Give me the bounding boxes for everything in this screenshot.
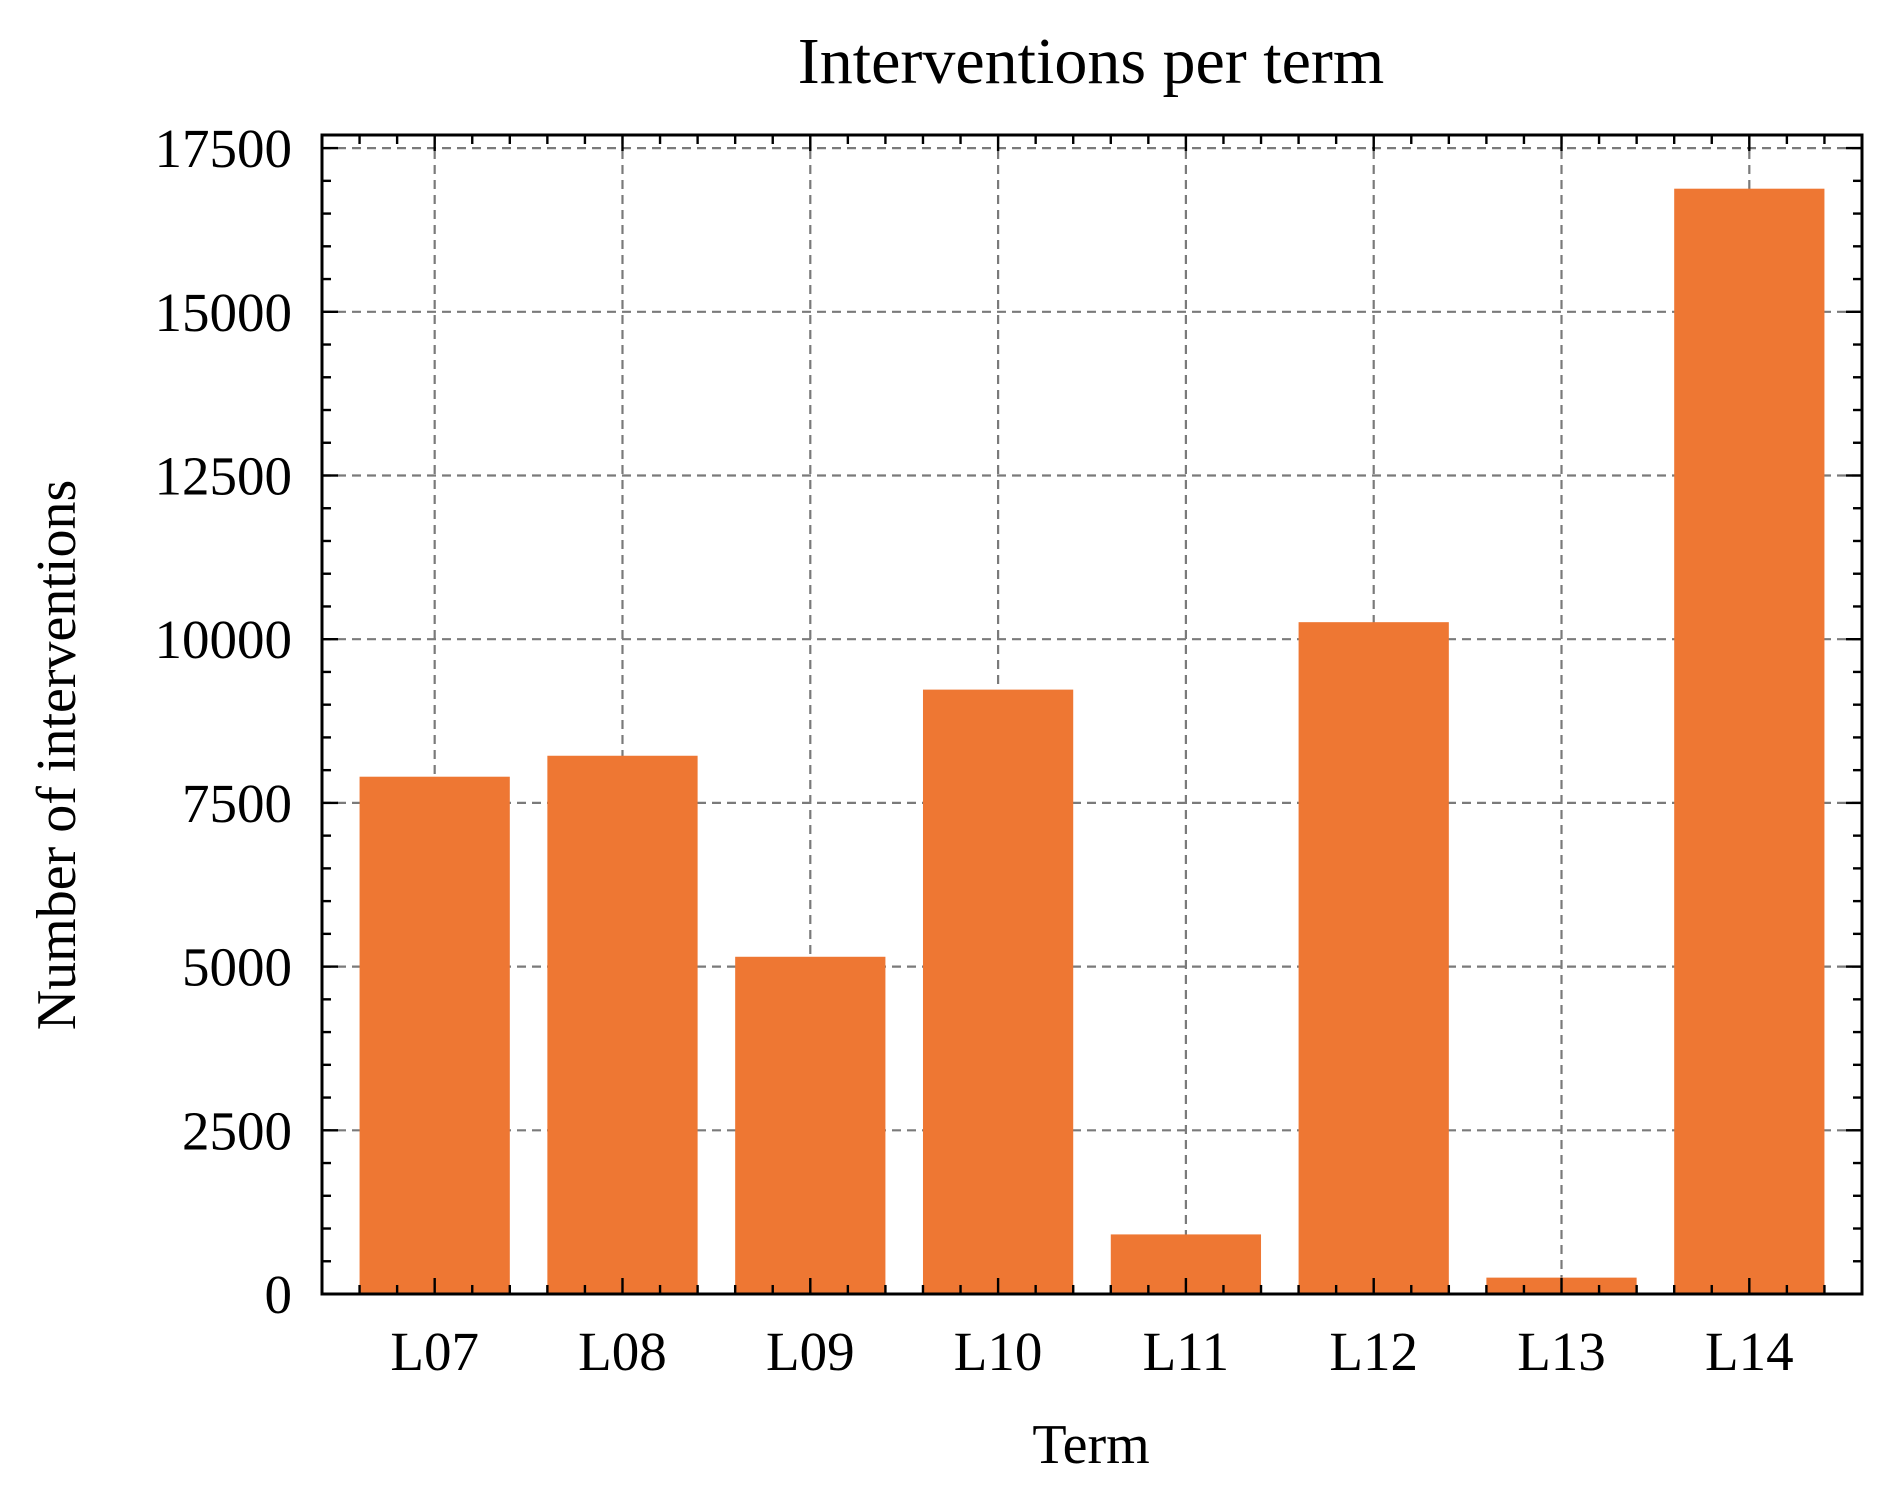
bar-l14 [1674,188,1825,1294]
bars [359,188,1825,1294]
bar-l07 [359,776,510,1294]
bar-l08 [547,755,698,1294]
y-tick-label: 15000 [155,282,293,343]
y-tick-label: 10000 [155,609,293,670]
y-axis-label: Number of interventions [26,480,88,1031]
bar-l12 [1298,622,1449,1294]
y-tick-label: 0 [265,1264,293,1325]
chart-title: Interventions per term [798,25,1384,98]
bar-l09 [735,956,886,1294]
bar-l10 [922,689,1074,1294]
x-tick-label: L12 [1329,1321,1418,1382]
x-tick-label: L07 [390,1321,479,1382]
x-tick-label: L11 [1143,1321,1230,1382]
y-tick-labels: 0 2500 5000 7500 10000 12500 15000 17500 [155,118,293,1325]
y-tick-label: 17500 [155,118,293,179]
x-axis-label: Term [1032,1414,1149,1476]
y-tick-label: 12500 [155,445,293,506]
x-tick-label: L14 [1705,1321,1794,1382]
plot-frame [320,133,1864,1296]
x-tick-label: L09 [766,1321,855,1382]
x-tick-labels: L07 L08 L09 L10 L11 L12 L13 L14 [390,1321,1793,1382]
x-tick-label: L08 [578,1321,667,1382]
y-tick-label: 7500 [182,773,292,834]
x-tick-label: L13 [1517,1321,1606,1382]
x-tick-label: L10 [954,1321,1043,1382]
y-tick-label: 2500 [182,1100,292,1161]
y-tick-label: 5000 [182,937,292,998]
